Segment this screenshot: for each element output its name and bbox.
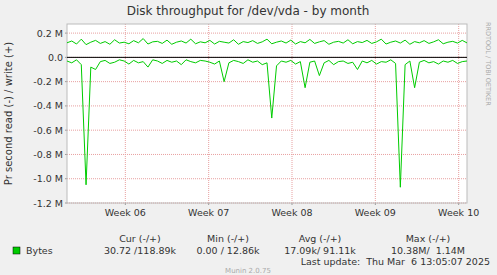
y-tick-label: -0.4 M bbox=[33, 100, 63, 111]
grid-line bbox=[125, 24, 126, 203]
grid-line bbox=[67, 154, 467, 155]
grid-line bbox=[292, 24, 293, 203]
grid-line bbox=[375, 24, 376, 203]
legend-label: Bytes bbox=[26, 245, 53, 256]
y-tick-label: -0.6 M bbox=[33, 125, 63, 136]
series-group bbox=[67, 39, 467, 188]
grid-line bbox=[67, 178, 467, 179]
y-tick-label: -0.2 M bbox=[33, 76, 63, 87]
background bbox=[0, 0, 497, 275]
grid-line bbox=[67, 105, 467, 106]
y-tick-label: -1.0 M bbox=[33, 173, 63, 184]
series-line bbox=[67, 60, 467, 187]
stat-header: Cur (-/+) bbox=[119, 233, 161, 244]
y-tick-label: -0.8 M bbox=[33, 149, 63, 160]
x-tick-label: Week 08 bbox=[271, 207, 312, 218]
grid-line bbox=[67, 33, 467, 34]
legend-swatch bbox=[13, 247, 20, 254]
grid-line bbox=[458, 24, 459, 203]
stat-header: Max (-/+) bbox=[406, 233, 451, 244]
plot-area bbox=[67, 24, 467, 203]
grid-line bbox=[208, 24, 209, 203]
stat-value: 0.00 / 12.86k bbox=[196, 245, 260, 256]
grid-line bbox=[67, 81, 467, 82]
x-tick-label: Week 06 bbox=[105, 207, 146, 218]
x-tick-label: Week 10 bbox=[438, 207, 479, 218]
plot-frame bbox=[67, 24, 467, 203]
title: Disk throughput for /dev/vda - by month bbox=[127, 4, 370, 18]
y-axis-label: Pr second read (-) / write (+) bbox=[3, 42, 14, 185]
stat-header: Avg (-/+) bbox=[299, 233, 342, 244]
stat-header: Min (-/+) bbox=[207, 233, 249, 244]
grid-line bbox=[67, 57, 467, 58]
last-update: Last update: Thu Mar 6 13:05:07 2025 bbox=[301, 256, 490, 267]
x-tick-label: Week 09 bbox=[355, 207, 396, 218]
watermark: RRDTOOL / TOBI OETIKER bbox=[484, 22, 492, 106]
x-tick-label: Week 07 bbox=[188, 207, 229, 218]
stat-value: 30.72 /118.89k bbox=[104, 245, 177, 256]
credit: Munin 2.0.75 bbox=[225, 267, 271, 275]
stat-value: 17.09k/ 91.11k bbox=[284, 245, 356, 256]
y-tick-label: 0.0 bbox=[48, 52, 63, 63]
series-line bbox=[67, 39, 467, 45]
y-tick-label: 0.2 M bbox=[37, 28, 63, 39]
grid-line bbox=[67, 130, 467, 131]
y-tick-label: -1.2 M bbox=[33, 198, 63, 209]
zero-line bbox=[67, 57, 467, 58]
stat-value: 10.38M/ 1.14M bbox=[391, 245, 465, 256]
